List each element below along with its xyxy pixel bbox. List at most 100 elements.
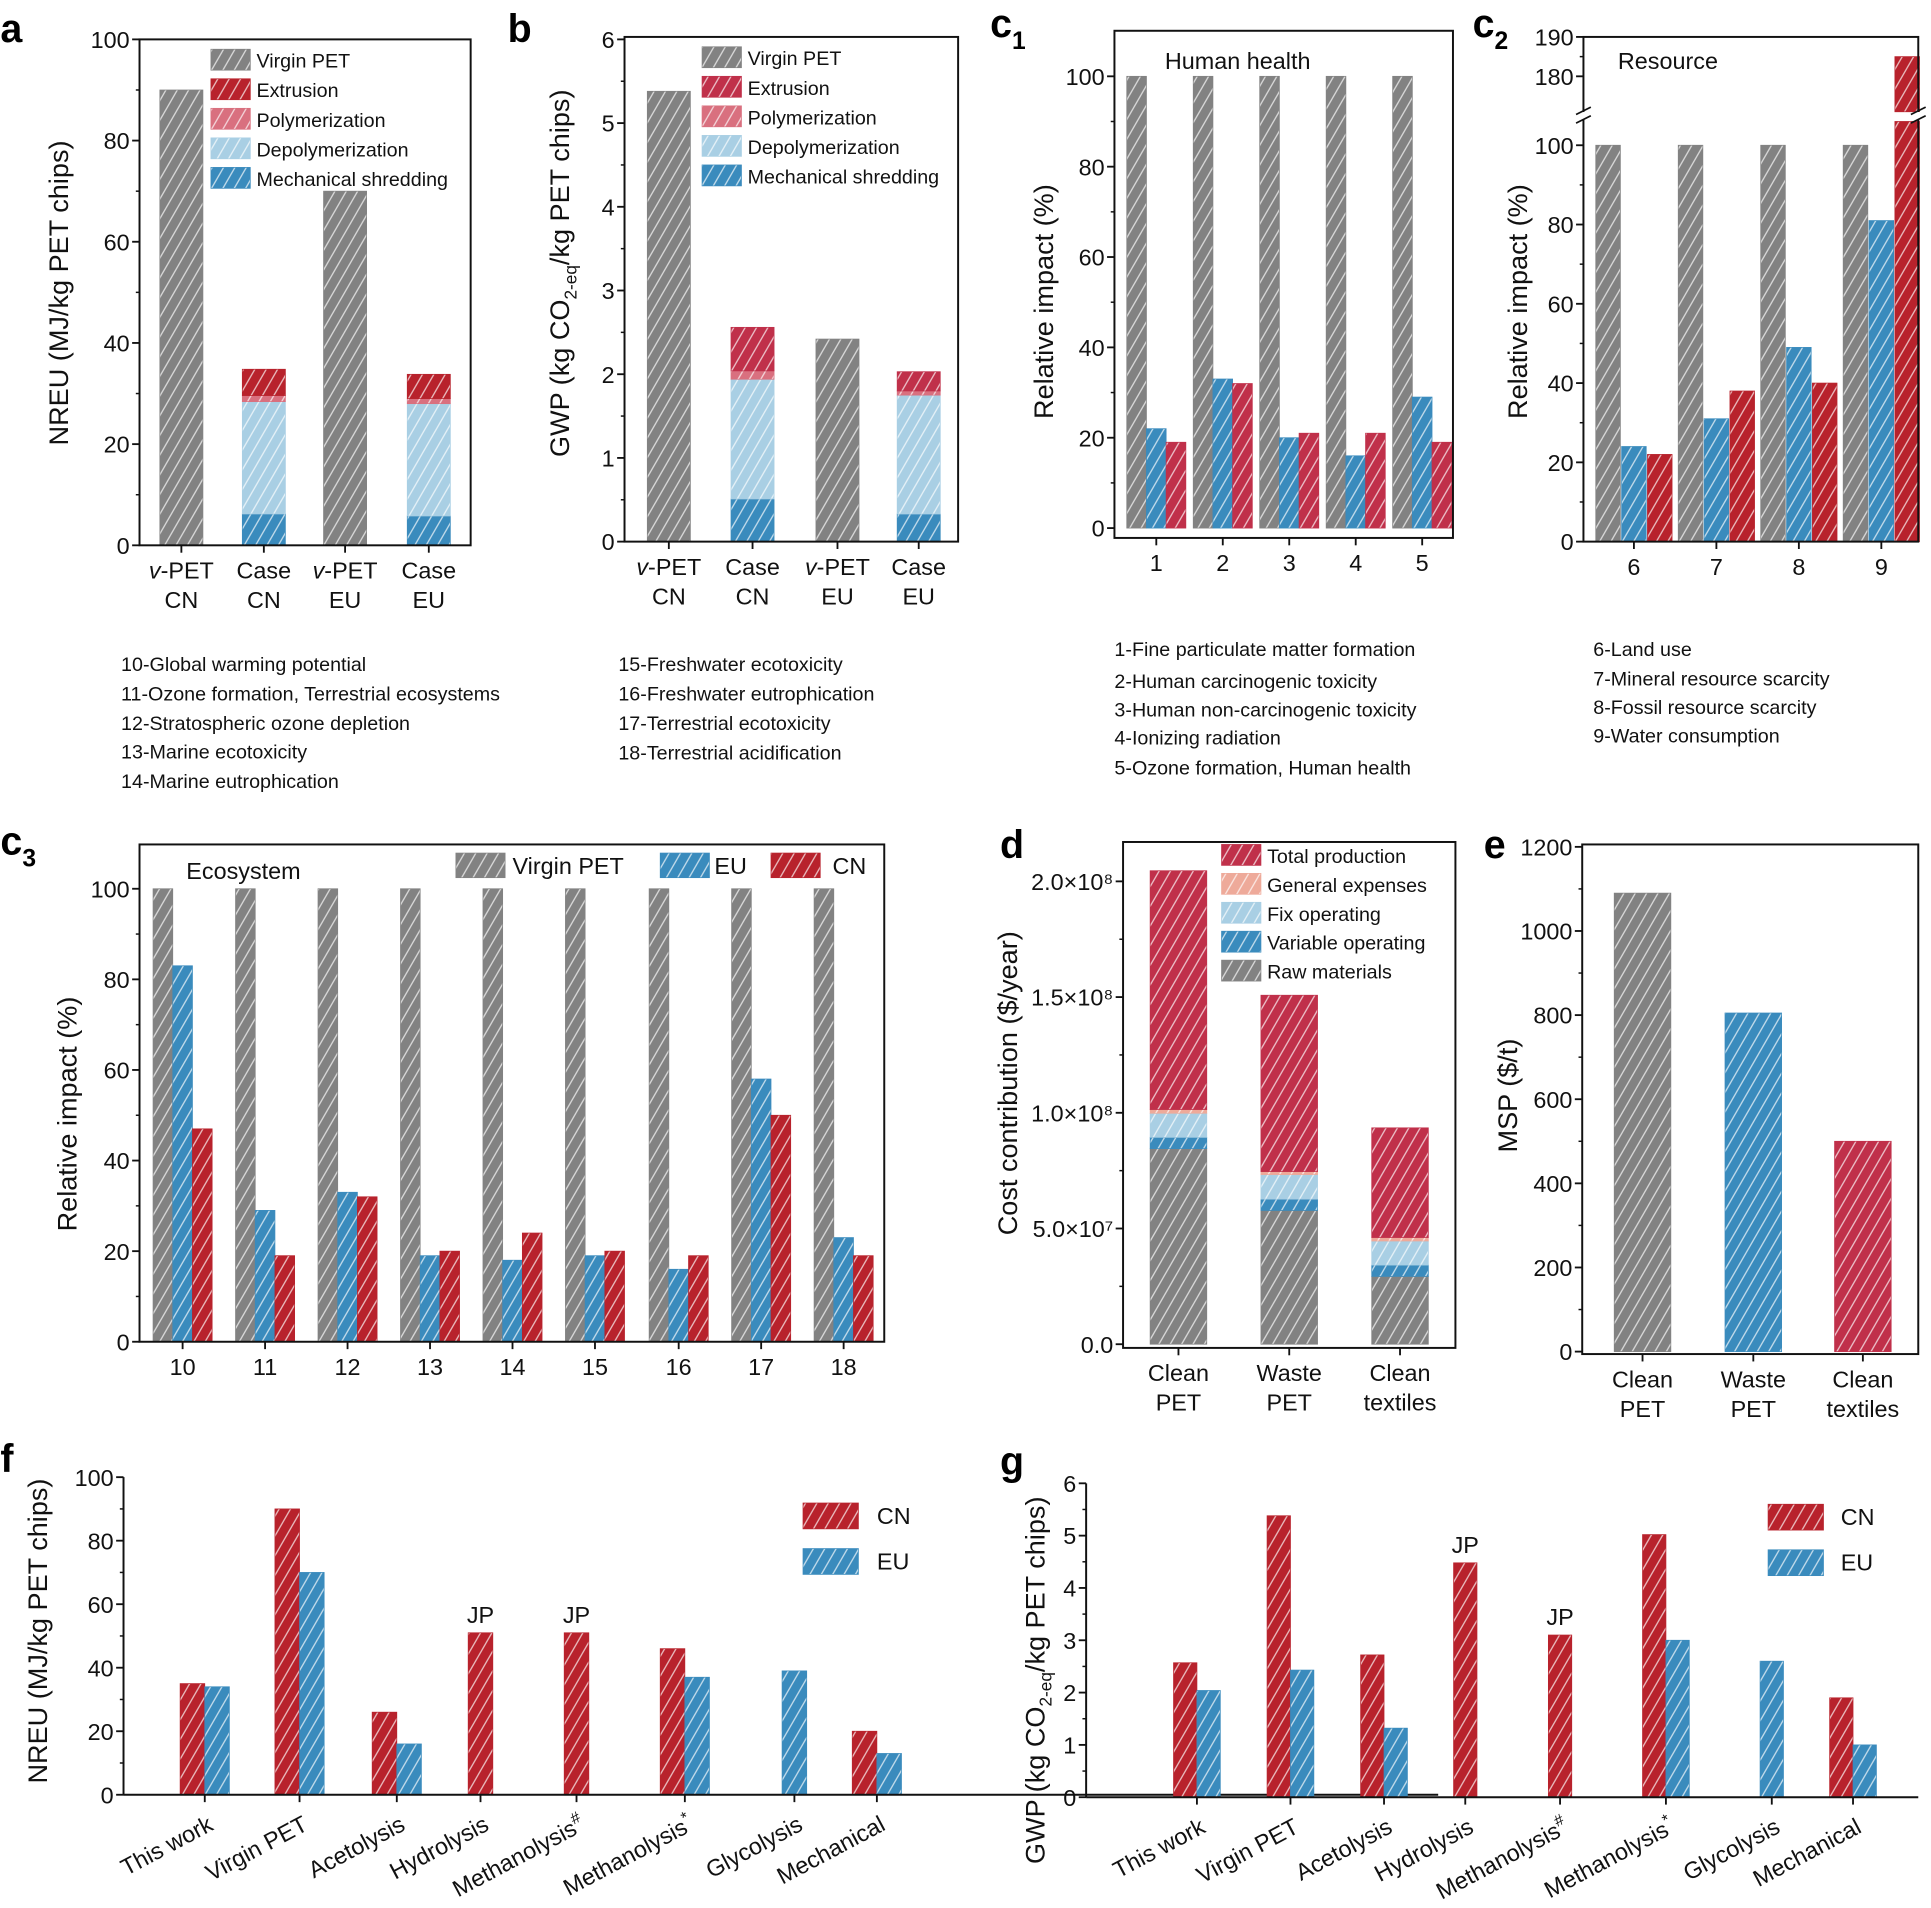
bar-general-expenses	[1371, 1237, 1429, 1242]
legend-label: Extrusion	[256, 80, 338, 102]
bar-eu	[684, 1676, 710, 1796]
bar-virgin-pet	[400, 888, 421, 1343]
bar-cn	[1894, 56, 1920, 113]
axis-break-mark	[1910, 114, 1927, 124]
x-tick-label: 6	[1627, 554, 1640, 580]
legend-swatch	[1221, 873, 1262, 895]
bar-extrusion	[406, 373, 451, 399]
bar-virgin-pet	[815, 338, 860, 542]
x-tick-label: PET	[1731, 1396, 1776, 1422]
y-tick-label: 2	[602, 362, 615, 388]
y-axis-title: Cost contribution ($/year)	[992, 931, 1023, 1235]
bar-mechanical-shredding	[406, 515, 451, 546]
list-item: 5-Ozone formation, Human health	[1114, 757, 1411, 779]
list-item: 3-Human non-carcinogenic toxicity	[1114, 699, 1416, 721]
bar-cn	[851, 1730, 878, 1796]
chart-a: Virgin PET Extrusion Polymerization Depolym…	[43, 27, 472, 613]
legend-label: Extrusion	[748, 78, 830, 100]
bar-raw-materials	[1260, 1210, 1318, 1345]
legend-label: CN	[877, 1503, 911, 1529]
legend-label: Virgin PET	[513, 853, 624, 879]
y-tick-label: 1000	[1520, 919, 1572, 945]
x-tick-label: PET	[1267, 1390, 1312, 1416]
plot-frame	[1113, 29, 1454, 539]
annotation-human-health: Human health	[1165, 48, 1311, 74]
bar-annotation: JP	[563, 1602, 590, 1628]
y-axis-title: GWP (kg CO2-eq/kg PET chips)	[1019, 1497, 1055, 1865]
panel-label-d: d	[1000, 823, 1024, 867]
legend-label: Mechanical shredding	[256, 169, 448, 191]
bar-cn	[371, 1711, 398, 1796]
x-tick-label: CN	[652, 583, 686, 609]
bar-cn	[1266, 1515, 1291, 1798]
x-tick-label: CN	[736, 583, 770, 609]
bar-virgin-pet	[1842, 144, 1869, 542]
bar-virgin-pet	[731, 888, 752, 1343]
bar-eu	[1212, 378, 1233, 529]
bar-virgin-pet	[1760, 144, 1786, 542]
bar-eu	[1868, 220, 1895, 542]
bar-eu	[1703, 418, 1730, 542]
bar-eu	[1621, 446, 1647, 542]
legend-swatch	[770, 852, 821, 879]
bar-eu	[1665, 1639, 1690, 1798]
bar-annotation: JP	[1546, 1604, 1573, 1630]
chart-c2: 0 20 40 60 80 100 180 190 6 7 8 9 Relative impact (%…	[1502, 25, 1927, 580]
bar-cn	[1547, 1634, 1573, 1798]
bar-cn	[274, 1508, 300, 1796]
bar-eu	[502, 1259, 523, 1343]
x-tick-label: 2	[1216, 550, 1229, 576]
x-tick-label: Virgin PET	[201, 1811, 311, 1886]
y-tick-label: 1.0×10⁸	[1031, 1100, 1113, 1126]
x-tick-label: Clean	[1612, 1366, 1673, 1392]
bar-depolymerization	[241, 401, 286, 515]
y-tick-label: 6	[1063, 1471, 1076, 1497]
list-item: 8-Fossil resource scarcity	[1593, 697, 1816, 719]
bar-virgin-pet	[813, 888, 835, 1343]
bar-cn	[604, 1250, 625, 1343]
bar-eu	[204, 1686, 230, 1796]
bar-virgin-pet	[152, 888, 174, 1343]
bar-eu	[584, 1255, 606, 1343]
x-tick-label: 8	[1792, 554, 1805, 580]
x-tick-label: 12	[335, 1354, 361, 1380]
bar-cn	[1431, 441, 1453, 529]
list-item: 6-Land use	[1593, 639, 1692, 661]
axis-break-mark	[1575, 106, 1592, 116]
x-tick-label: 7	[1710, 554, 1723, 580]
list-item: 18-Terrestrial acidification	[618, 743, 841, 765]
y-tick-label: 20	[1079, 425, 1105, 451]
bar-virgin-pet	[565, 888, 586, 1343]
x-tick-label: PET	[1620, 1396, 1665, 1422]
x-tick-label: 3	[1283, 550, 1296, 576]
list-item: 2-Human carcinogenic toxicity	[1114, 671, 1377, 693]
bar-fix-operating	[1371, 1240, 1429, 1266]
bar-eu	[1411, 396, 1433, 529]
impact-list-col1: 10-Global warming potential 11-Ozone for…	[121, 654, 500, 793]
bar-virgin-pet	[159, 89, 204, 546]
bar-eu	[299, 1572, 325, 1796]
bar-depolymerization	[406, 403, 451, 517]
legend-swatch	[701, 75, 742, 98]
y-tick-label: 80	[104, 967, 130, 993]
y-axis-title: NREU (MJ/kg PET chips)	[43, 141, 74, 446]
bar-cn	[1165, 441, 1187, 529]
legend-label: Virgin PET	[748, 48, 842, 70]
bar-virgin-pet	[1677, 144, 1704, 542]
bar-extrusion	[896, 371, 941, 392]
bar-cn	[467, 1632, 494, 1796]
legend-g: CN EU	[1767, 1503, 1874, 1577]
x-tick-label: This work	[116, 1811, 217, 1881]
bar-mechanical-shredding	[896, 513, 941, 542]
legend-swatch	[1221, 930, 1262, 953]
y-axis-title: GWP (kg CO2-eq/kg PET chips)	[544, 90, 580, 458]
x-tick-label: Virgin PET	[1192, 1813, 1302, 1888]
bar-total-production	[1260, 994, 1318, 1172]
plot-frame	[1582, 35, 1920, 543]
x-tick-label: 4	[1349, 550, 1362, 576]
y-tick-label: 1.5×10⁸	[1031, 985, 1113, 1011]
list-item: 10-Global warming potential	[121, 654, 366, 676]
bar-cn	[1812, 382, 1838, 542]
x-tick-label: 13	[417, 1354, 443, 1380]
